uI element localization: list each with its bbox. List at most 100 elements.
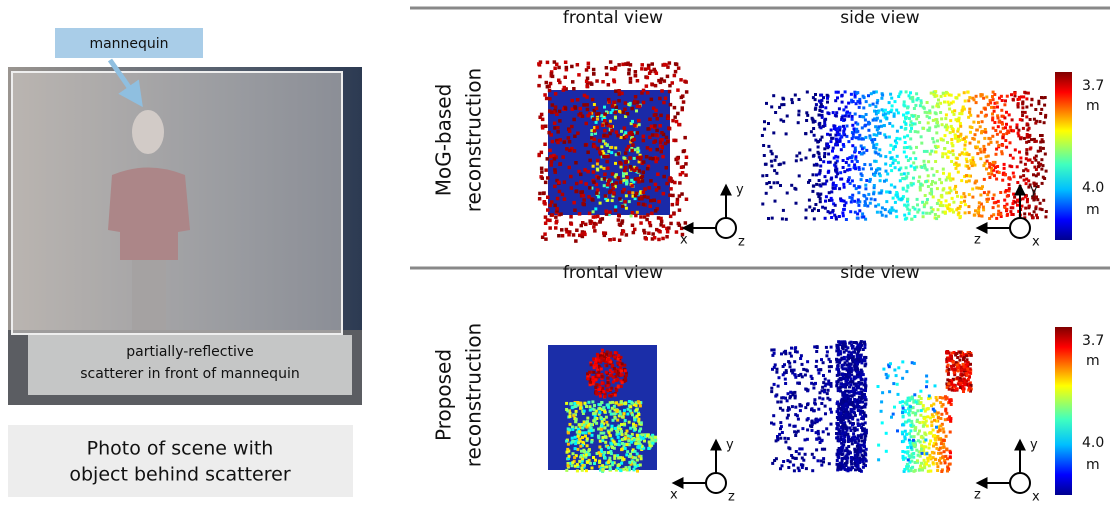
- point: [565, 228, 569, 232]
- point: [864, 378, 867, 381]
- point: [847, 382, 850, 385]
- point: [846, 394, 849, 397]
- point: [864, 363, 867, 366]
- point: [975, 95, 978, 98]
- point: [848, 196, 851, 199]
- point: [1014, 148, 1017, 151]
- point: [665, 136, 669, 140]
- point: [905, 433, 908, 436]
- point: [906, 134, 909, 137]
- point: [1027, 92, 1030, 95]
- point: [550, 163, 554, 167]
- point: [891, 104, 894, 107]
- point: [1005, 208, 1008, 211]
- point: [805, 157, 808, 160]
- point: [854, 167, 857, 170]
- point: [649, 148, 653, 152]
- point: [999, 191, 1002, 194]
- point: [959, 205, 962, 208]
- point: [621, 219, 625, 223]
- point: [862, 455, 865, 458]
- point: [1012, 193, 1015, 196]
- point: [925, 385, 928, 388]
- point: [612, 238, 616, 242]
- point: [920, 462, 923, 465]
- point: [761, 203, 764, 206]
- point: [678, 208, 682, 212]
- point: [864, 434, 867, 437]
- point: [822, 457, 825, 460]
- point: [574, 239, 578, 243]
- point: [914, 428, 917, 431]
- point: [613, 80, 617, 84]
- point: [633, 100, 637, 104]
- point: [825, 354, 828, 357]
- point: [921, 166, 924, 169]
- point: [595, 126, 599, 130]
- point: [553, 204, 557, 208]
- point: [852, 100, 855, 103]
- point: [828, 370, 831, 373]
- point: [956, 377, 959, 380]
- point: [1023, 137, 1026, 140]
- point: [635, 409, 638, 412]
- point: [596, 215, 600, 219]
- point: [841, 445, 844, 448]
- point: [774, 111, 777, 114]
- point: [851, 115, 854, 118]
- point: [961, 373, 964, 376]
- point: [592, 371, 595, 374]
- axis-label: y: [1030, 183, 1038, 198]
- point: [975, 180, 978, 183]
- point: [642, 203, 646, 207]
- point: [1009, 165, 1012, 168]
- point: [821, 439, 824, 442]
- point: [811, 453, 814, 456]
- point: [618, 239, 622, 243]
- point: [854, 468, 857, 471]
- point: [1004, 126, 1007, 129]
- point: [617, 358, 620, 361]
- point: [1029, 118, 1032, 121]
- point: [794, 434, 797, 437]
- point: [873, 138, 876, 141]
- point: [825, 383, 828, 386]
- point: [941, 456, 944, 459]
- point: [959, 122, 962, 125]
- point: [861, 440, 864, 443]
- point: [852, 432, 855, 435]
- point: [1004, 99, 1007, 102]
- point: [786, 417, 789, 420]
- point: [797, 121, 800, 124]
- point: [813, 217, 816, 220]
- point: [930, 424, 933, 427]
- point: [590, 441, 593, 444]
- point: [609, 465, 612, 468]
- point: [916, 198, 919, 201]
- point: [942, 427, 945, 430]
- point: [581, 115, 585, 119]
- point: [824, 200, 827, 203]
- point: [804, 453, 807, 456]
- point: [993, 106, 996, 109]
- point: [838, 439, 841, 442]
- point: [624, 131, 627, 134]
- point: [842, 385, 845, 388]
- point: [588, 112, 592, 116]
- point: [926, 101, 929, 104]
- point: [944, 152, 947, 155]
- point: [1021, 114, 1024, 117]
- point: [569, 423, 572, 426]
- point: [804, 438, 807, 441]
- point: [908, 419, 911, 422]
- point: [903, 214, 906, 217]
- point: [895, 109, 898, 112]
- point: [806, 91, 809, 94]
- point: [997, 210, 1000, 213]
- point: [817, 209, 820, 212]
- point: [1033, 157, 1036, 160]
- point: [884, 155, 887, 158]
- point: [671, 203, 675, 207]
- point: [819, 169, 822, 172]
- point: [876, 101, 879, 104]
